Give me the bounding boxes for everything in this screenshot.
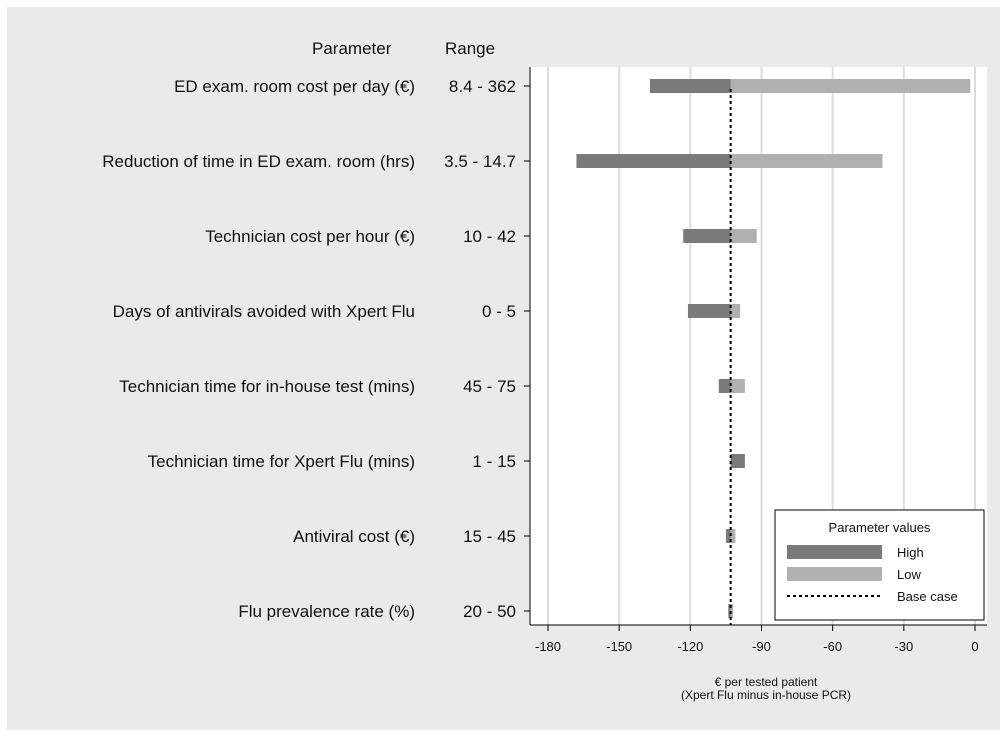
x-axis-label-line1: € per tested patient bbox=[715, 675, 818, 689]
chart-frame: Parameter Range ED exam. room cost per d… bbox=[7, 7, 1000, 730]
range-label-6: 15 - 45 bbox=[463, 527, 516, 546]
x-axis-label-line2: (Xpert Flu minus in-house PCR) bbox=[681, 688, 851, 702]
bar-high-7 bbox=[728, 604, 731, 618]
x-tick-label-4: -60 bbox=[823, 639, 842, 654]
legend-swatch-low bbox=[787, 567, 882, 581]
parameter-label-1: Reduction of time in ED exam. room (hrs) bbox=[102, 152, 415, 171]
bar-high-4 bbox=[718, 379, 731, 393]
bar-low-3 bbox=[730, 304, 741, 318]
bar-high-5 bbox=[730, 454, 745, 468]
range-label-7: 20 - 50 bbox=[463, 602, 516, 621]
tornado-chart: ED exam. room cost per day (€) 8.4 - 362 R… bbox=[102, 67, 987, 702]
bar-low-6 bbox=[730, 529, 736, 543]
range-label-3: 0 - 5 bbox=[482, 302, 516, 321]
parameter-label-6: Antiviral cost (€) bbox=[293, 527, 415, 546]
legend-label-high: High bbox=[897, 545, 924, 560]
bar-high-0 bbox=[650, 79, 731, 93]
legend-title: Parameter values bbox=[829, 520, 931, 535]
legend-label-low: Low bbox=[897, 567, 921, 582]
bar-low-7 bbox=[730, 604, 734, 618]
x-tick-label-3: -90 bbox=[752, 639, 771, 654]
x-tick-label-1: -150 bbox=[606, 639, 632, 654]
bar-low-2 bbox=[730, 229, 757, 243]
range-column-header: Range bbox=[445, 39, 496, 58]
range-label-5: 1 - 15 bbox=[473, 452, 516, 471]
range-label-1: 3.5 - 14.7 bbox=[444, 152, 516, 171]
parameter-label-0: ED exam. room cost per day (€) bbox=[174, 77, 415, 96]
parameter-label-2: Technician cost per hour (€) bbox=[205, 227, 415, 246]
bar-low-4 bbox=[730, 379, 745, 393]
parameter-label-5: Technician time for Xpert Flu (mins) bbox=[148, 452, 415, 471]
legend-box bbox=[774, 509, 985, 621]
bar-high-3 bbox=[687, 304, 731, 318]
legend-swatch-high bbox=[787, 545, 882, 559]
x-tick-label-5: -30 bbox=[894, 639, 913, 654]
parameter-label-3: Days of antivirals avoided with Xpert Fl… bbox=[113, 302, 415, 321]
legend-label-base-case: Base case bbox=[897, 589, 958, 604]
parameter-label-7: Flu prevalence rate (%) bbox=[238, 602, 415, 621]
x-tick-label-2: -120 bbox=[677, 639, 703, 654]
bar-low-1 bbox=[730, 154, 883, 168]
bar-high-2 bbox=[683, 229, 731, 243]
bar-low-0 bbox=[730, 79, 971, 93]
range-label-2: 10 - 42 bbox=[463, 227, 516, 246]
bar-high-1 bbox=[576, 154, 731, 168]
parameter-column-header: Parameter bbox=[312, 39, 392, 58]
bar-high-6 bbox=[725, 529, 731, 543]
range-label-0: 8.4 - 362 bbox=[449, 77, 516, 96]
x-tick-label-6: 0 bbox=[971, 639, 978, 654]
parameter-label-4: Technician time for in-house test (mins) bbox=[119, 377, 415, 396]
range-label-4: 45 - 75 bbox=[463, 377, 516, 396]
x-tick-label-0: -180 bbox=[535, 639, 561, 654]
